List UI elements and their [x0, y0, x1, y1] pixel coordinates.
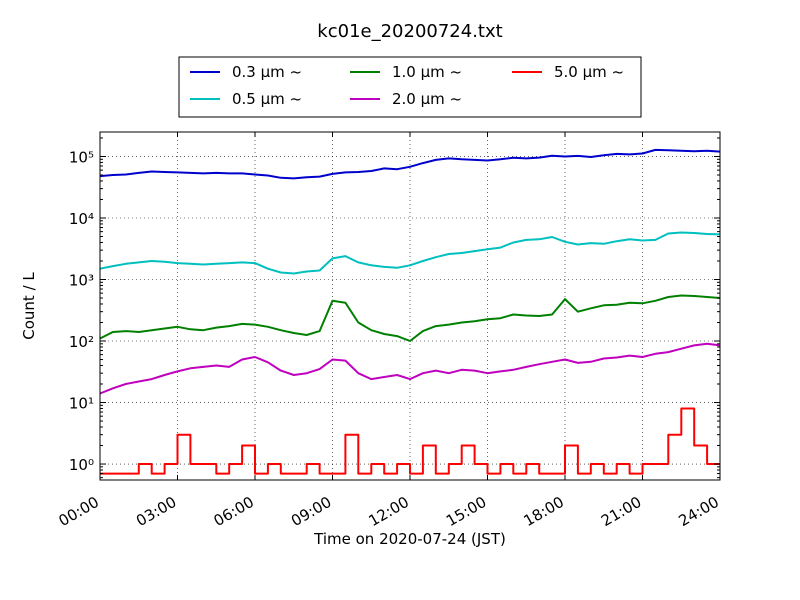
legend-label-1: 0.5 μm ~: [232, 90, 302, 108]
y-tick-label: 10⁰: [69, 456, 94, 474]
y-tick-label: 10³: [69, 271, 94, 289]
y-tick-label: 10²: [69, 333, 94, 351]
series-line-1: [99, 231, 721, 275]
y-tick-label: 10⁵: [69, 148, 94, 166]
series-line-0: [99, 148, 721, 180]
chart-title: kc01e_20200724.txt: [317, 21, 502, 42]
series-line-4: [100, 407, 720, 475]
legend-label-2: 1.0 μm ~: [392, 63, 462, 81]
y-axis-label: Count / L: [20, 272, 38, 340]
legend-label-4: 5.0 μm ~: [554, 63, 624, 81]
legend-label-0: 0.3 μm ~: [232, 63, 302, 81]
legend-label-3: 2.0 μm ~: [392, 90, 462, 108]
series-line-2: [99, 294, 721, 342]
legend: 0.3 μm ~ 0.5 μm ~ 1.0 μm ~ 2.0 μm ~ 5.0 μm ~: [178, 56, 642, 118]
x-axis-label: Time on 2020-07-24 (JST): [313, 530, 506, 548]
y-tick-label: 10⁴: [69, 210, 94, 228]
y-tick-label: 10¹: [69, 395, 94, 413]
series-line-3: [99, 342, 721, 395]
legend-frame: [178, 56, 642, 118]
series-lines: [99, 148, 721, 475]
